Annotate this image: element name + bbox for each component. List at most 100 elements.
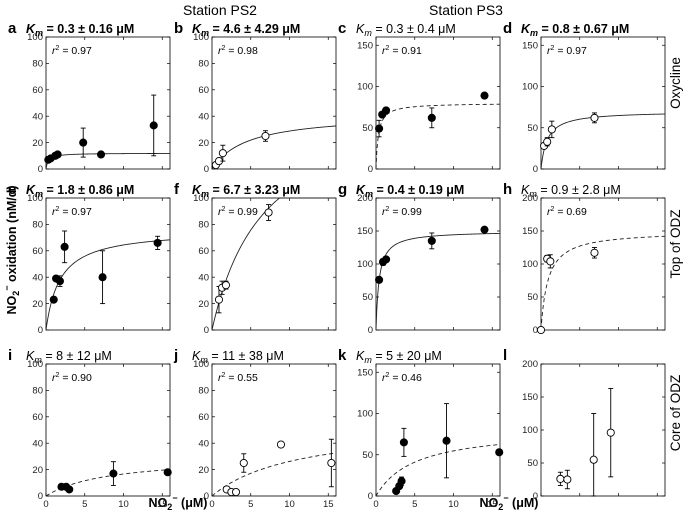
data-point [546,257,555,266]
fit-curve [211,452,337,497]
km-subscript: m [365,189,373,199]
data-point [218,149,227,158]
x-tick-label: 10 [448,499,459,510]
r-squared-value: = 0.99 [389,206,422,218]
fit-curve [45,153,170,170]
data-point [239,458,248,468]
y-tick-label: 80 [32,59,43,70]
r-superscript: 2 [386,206,390,213]
r-squared-value: = 0.91 [389,45,422,57]
km-symbol: K [26,22,36,36]
km-symbol: K [521,183,530,197]
km-title: Km = 1.8 ± 0.86 μM [26,183,134,199]
y-tick-label: 0 [204,164,209,175]
y-tick-label: 50 [362,123,373,134]
r-squared-value: = 0.46 [389,372,422,384]
fit-curve [540,113,666,170]
y-tick-label: 80 [198,386,209,397]
r-squared: r2 = 0.91 [382,45,422,57]
km-symbol: K [356,349,365,363]
data-point [543,137,552,146]
km-subscript: m [35,28,43,38]
data-point [214,295,224,304]
r-squared-value: = 0.97 [59,206,92,218]
row-label-top-odz: Top of ODZ [668,209,683,278]
km-title: Km = 0.3 ± 0.4 μM [356,22,456,38]
y-tick-label: 100 [193,193,209,204]
panel-letter: d [503,20,512,37]
y-tick-label: 60 [32,246,43,257]
r-squared-value: = 0.69 [554,206,587,218]
y-tick-label: 0 [368,325,373,336]
data-point [606,428,615,437]
km-value: = 0.8 ± 0.67 μM [538,22,629,36]
row-label-oxycline: Oxycline [668,57,683,109]
km-subscript: m [530,28,538,38]
y-tick-label: 20 [32,299,43,310]
y-tick-label: 0 [38,491,43,502]
km-value: = 4.6 ± 4.29 μM [209,22,300,36]
data-point [149,121,158,130]
x-tick-label: 5 [412,499,417,510]
r-squared: r2 = 0.99 [382,206,422,218]
r-superscript: 2 [56,45,60,52]
r-symbol: r [547,206,551,218]
km-symbol: K [192,183,202,197]
y-tick-label: 80 [32,220,43,231]
panel-letter: l [503,347,507,364]
y-tick-label: 50 [527,292,538,303]
r-superscript: 2 [56,206,60,213]
r-symbol: r [218,206,222,218]
km-subscript: m [364,28,372,38]
km-title: Km = 0.8 ± 0.67 μM [521,22,629,38]
x-tick-label: 15 [157,499,168,510]
y-tick-label: 100 [522,259,538,270]
data-point [382,255,391,264]
data-point [480,225,489,234]
x-tick-label: 0 [373,499,378,510]
panel-letter: j [173,347,178,364]
r-symbol: r [52,372,56,384]
data-point [375,124,384,133]
x-tick-label: 10 [284,499,295,510]
data-point [276,440,286,449]
r-symbol: r [52,45,56,57]
y-tick-label: 50 [362,450,373,461]
data-point [427,113,436,122]
data-point [547,125,556,134]
km-symbol: K [521,22,531,36]
data-point [399,438,408,447]
y-tick-label: 40 [32,438,43,449]
y-tick-label: 100 [522,82,538,93]
r-superscript: 2 [386,45,390,52]
panel-letter: b [174,20,183,37]
y-tick-label: 20 [198,138,209,149]
km-title: Km = 4.6 ± 4.29 μM [192,22,300,38]
y-tick-label: 100 [357,259,373,270]
data-point [590,248,599,257]
r-symbol: r [382,372,386,384]
km-subscript: m [34,355,42,365]
km-symbol: K [192,22,202,36]
data-point [427,236,436,245]
row-label-core-odz: Core of ODZ [668,375,683,452]
y-tick-label: 80 [198,59,209,70]
km-subscript: m [35,189,43,199]
r-squared: r2 = 0.90 [52,372,92,384]
km-title: Km = 11 ± 38 μM [192,349,284,365]
y-tick-label: 150 [357,40,373,51]
y-tick-label: 20 [32,138,43,149]
y-tick-label: 100 [357,409,373,420]
data-point [163,468,172,477]
y-tick-label: 40 [198,438,209,449]
y-tick-label: 150 [522,226,538,237]
y-tick-label: 0 [204,491,209,502]
km-subscript: m [201,28,209,38]
y-tick-label: 0 [368,164,373,175]
